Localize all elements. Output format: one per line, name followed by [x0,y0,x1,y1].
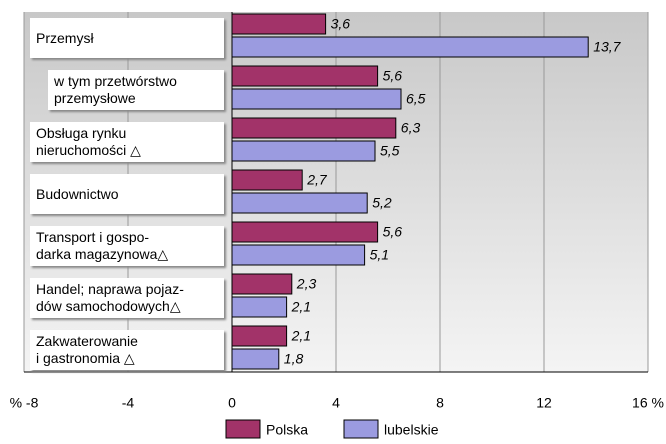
bar [231,273,293,295]
legend-swatch [343,419,379,439]
value-label: 2,1 [291,299,311,315]
value-label: 6,3 [401,120,421,136]
category-label: Handel; naprawa pojaz- dów samochodowych… [30,278,224,318]
x-tick-label: 0 [228,395,236,411]
value-label: 5,5 [380,143,400,159]
legend-swatch [225,419,261,439]
bar [231,192,368,214]
bar [231,244,366,266]
x-tick-label: 12 [536,395,552,411]
bar [231,88,402,110]
x-tick-label: 16 % [632,395,664,411]
value-label: 2,1 [291,328,311,344]
category-label: Transport i gospo- darka magazynowa△ [30,226,224,266]
bar [231,13,327,35]
value-label: 5,6 [383,68,403,84]
bar [231,221,379,243]
category-label: Obsługa rynku nieruchomości △ [30,122,224,162]
bar [231,36,589,58]
x-tick-label: % -8 [10,395,39,411]
value-label: 5,1 [370,247,389,263]
bar [231,325,288,347]
legend-label: Polska [266,422,308,438]
value-label: 5,6 [383,224,403,240]
bar [231,169,303,191]
value-label: 3,6 [331,16,351,32]
bar [231,117,397,139]
category-label: Budownictwo [30,174,224,214]
bar [231,140,376,162]
x-tick-label: -4 [122,395,135,411]
value-label: 1,8 [284,351,304,367]
bar [231,348,280,370]
category-label: Przemysł [30,18,224,58]
bar [231,296,288,318]
legend-label: lubelskie [384,422,439,438]
value-label: 6,5 [406,91,426,107]
value-label: 2,3 [296,276,317,292]
x-tick-label: 8 [436,395,444,411]
x-tick-label: 4 [332,395,340,411]
category-label: Zakwaterowanie i gastronomia △ [30,330,224,370]
value-label: 13,7 [593,39,621,55]
category-label: w tym przetwórstwo przemysłowe [48,70,224,110]
value-label: 5,2 [372,195,392,211]
bar [231,65,379,87]
value-label: 2,7 [306,172,328,188]
